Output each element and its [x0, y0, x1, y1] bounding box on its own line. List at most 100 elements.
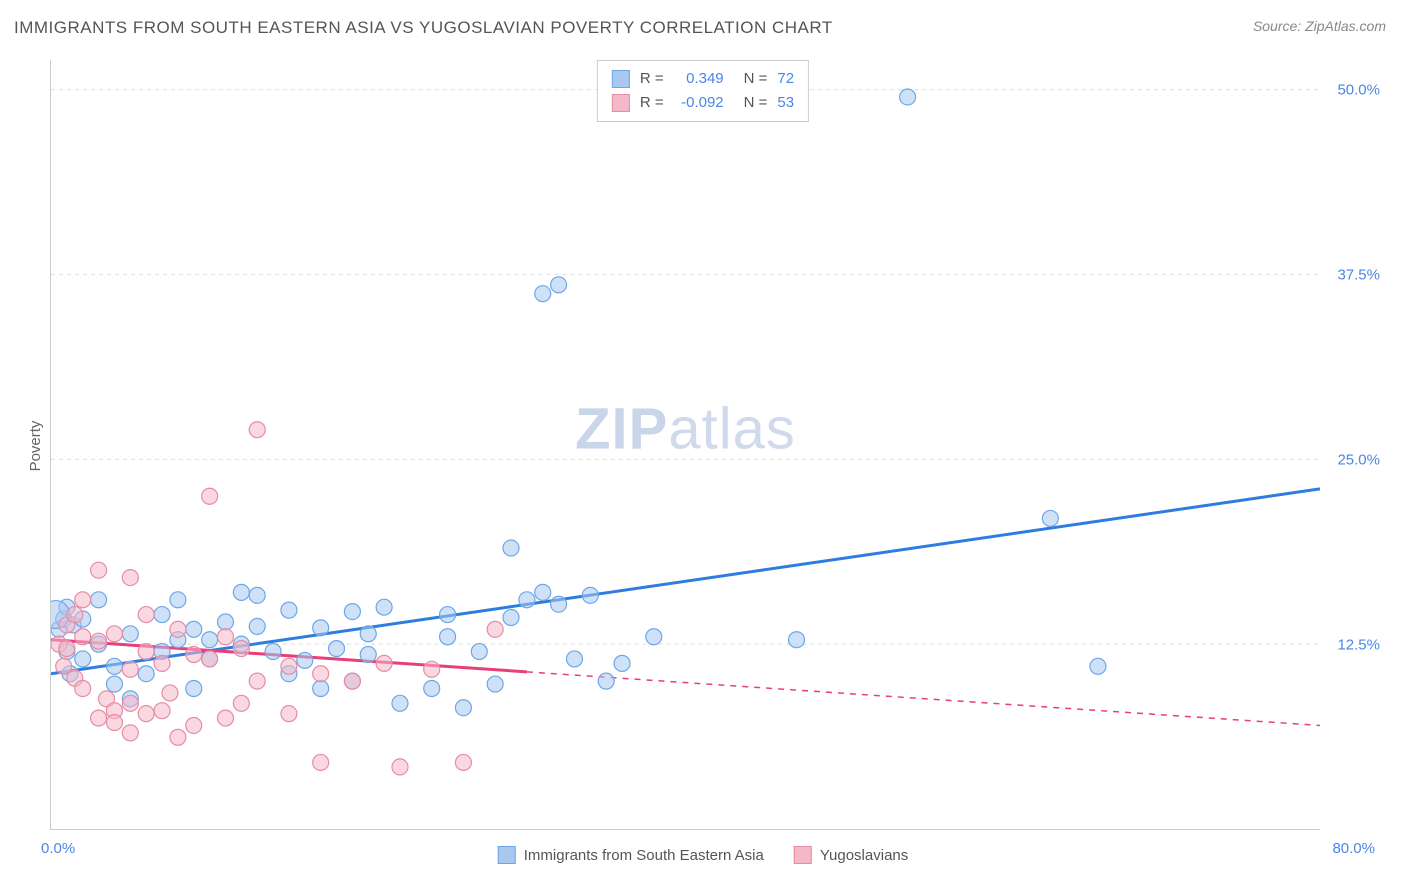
data-point	[646, 629, 662, 645]
data-point	[329, 641, 345, 657]
data-point	[360, 647, 376, 663]
data-point	[1090, 658, 1106, 674]
data-point	[281, 658, 297, 674]
n-value: 72	[777, 67, 794, 91]
data-point	[551, 277, 567, 293]
data-point	[186, 621, 202, 637]
data-point	[376, 655, 392, 671]
data-point	[789, 632, 805, 648]
data-point	[313, 620, 329, 636]
plot-svg	[51, 60, 1320, 829]
data-point	[455, 754, 471, 770]
data-point	[566, 651, 582, 667]
data-point	[217, 710, 233, 726]
data-point	[503, 540, 519, 556]
data-point	[186, 717, 202, 733]
data-point	[75, 651, 91, 667]
legend-series: Immigrants from South Eastern Asia Yugosl…	[498, 846, 909, 864]
data-point	[487, 621, 503, 637]
data-point	[91, 633, 107, 649]
data-point	[59, 641, 75, 657]
data-point	[376, 599, 392, 615]
data-point	[170, 621, 186, 637]
data-point	[138, 644, 154, 660]
legend-series-label: Immigrants from South Eastern Asia	[524, 847, 764, 864]
data-point	[233, 584, 249, 600]
data-point	[233, 695, 249, 711]
data-point	[170, 592, 186, 608]
legend-swatch	[794, 846, 812, 864]
data-point	[186, 681, 202, 697]
data-point	[154, 607, 170, 623]
data-point	[582, 587, 598, 603]
data-point	[344, 673, 360, 689]
data-point	[249, 673, 265, 689]
x-axis-max-label: 80.0%	[1332, 840, 1375, 857]
r-value: -0.092	[674, 91, 724, 115]
data-point	[265, 644, 281, 660]
plot-area: ZIPatlas 12.5%25.0%37.5%50.0% 0.0% 80.0%	[50, 60, 1320, 830]
data-point	[440, 607, 456, 623]
data-point	[138, 706, 154, 722]
n-label: N =	[744, 67, 768, 91]
data-point	[1042, 510, 1058, 526]
data-point	[281, 602, 297, 618]
data-point	[202, 488, 218, 504]
data-point	[75, 629, 91, 645]
data-point	[106, 626, 122, 642]
data-point	[202, 651, 218, 667]
data-point	[186, 647, 202, 663]
legend-correlation-row: R =-0.092N =53	[612, 91, 794, 115]
y-tick-label: 25.0%	[1337, 451, 1380, 468]
data-point	[138, 666, 154, 682]
data-point	[297, 652, 313, 668]
legend-correlation: R =0.349N =72R =-0.092N =53	[597, 60, 809, 122]
regression-line-dashed	[527, 672, 1320, 726]
data-point	[471, 644, 487, 660]
data-point	[91, 592, 107, 608]
legend-correlation-row: R =0.349N =72	[612, 67, 794, 91]
data-point	[392, 695, 408, 711]
chart-title: IMMIGRANTS FROM SOUTH EASTERN ASIA VS YU…	[14, 18, 833, 38]
data-point	[455, 700, 471, 716]
data-point	[249, 422, 265, 438]
data-point	[313, 754, 329, 770]
data-point	[424, 681, 440, 697]
data-point	[249, 587, 265, 603]
data-point	[487, 676, 503, 692]
data-point	[162, 685, 178, 701]
data-point	[106, 715, 122, 731]
data-point	[91, 710, 107, 726]
legend-swatch	[498, 846, 516, 864]
data-point	[344, 604, 360, 620]
data-point	[360, 626, 376, 642]
data-point	[75, 592, 91, 608]
data-point	[503, 610, 519, 626]
data-point	[217, 629, 233, 645]
data-point	[75, 681, 91, 697]
data-point	[106, 658, 122, 674]
r-label: R =	[640, 91, 664, 115]
data-point	[217, 614, 233, 630]
y-tick-label: 37.5%	[1337, 266, 1380, 283]
data-point	[313, 666, 329, 682]
data-point	[614, 655, 630, 671]
data-point	[424, 661, 440, 677]
data-point	[122, 661, 138, 677]
data-point	[598, 673, 614, 689]
data-point	[440, 629, 456, 645]
data-point	[233, 641, 249, 657]
data-point	[519, 592, 535, 608]
data-point	[535, 584, 551, 600]
legend-swatch	[612, 70, 630, 88]
data-point	[313, 681, 329, 697]
n-value: 53	[777, 91, 794, 115]
chart-container: IMMIGRANTS FROM SOUTH EASTERN ASIA VS YU…	[0, 0, 1406, 892]
data-point	[106, 676, 122, 692]
legend-series-label: Yugoslavians	[820, 847, 908, 864]
data-point	[122, 725, 138, 741]
y-axis-label: Poverty	[27, 421, 44, 472]
data-point	[91, 562, 107, 578]
legend-swatch	[612, 94, 630, 112]
source-attribution: Source: ZipAtlas.com	[1253, 18, 1386, 34]
